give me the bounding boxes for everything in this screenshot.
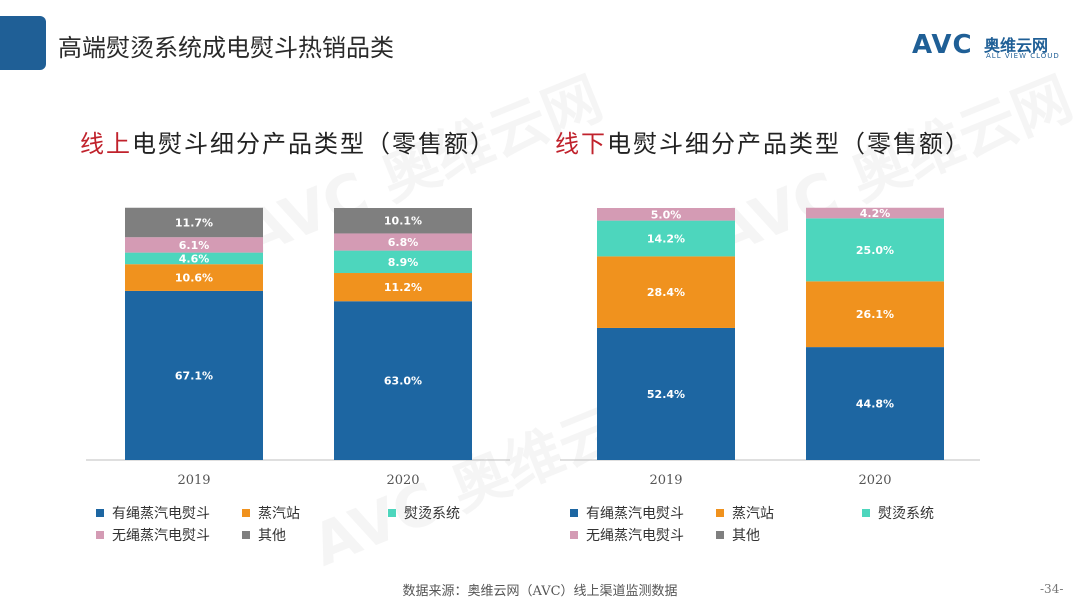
bar-segment-steam_station-2020 [806, 281, 944, 348]
bar-segment-cordless_steam-2019 [125, 237, 263, 253]
bar-segment-other-2020 [334, 208, 472, 234]
page-number: -34- [1040, 582, 1064, 596]
legend-item-steam_station: 蒸汽站 [242, 503, 300, 523]
data-label-other-2019: 11.7% [175, 216, 213, 229]
data-label-steam_station-2019: 10.6% [175, 272, 213, 285]
legend-label-corded_steam: 有绳蒸汽电熨斗 [112, 506, 210, 522]
legend-label-cordless_steam: 无绳蒸汽电熨斗 [586, 528, 684, 544]
data-label-cordless_steam-2020: 6.8% [388, 236, 419, 249]
legend-label-other: 其他 [258, 528, 286, 544]
bar-segment-corded_steam-2020 [334, 301, 472, 460]
legend-swatch-other [716, 531, 724, 539]
data-label-cordless_steam-2019: 6.1% [179, 239, 210, 252]
legend-label-ironing_system: 熨烫系统 [404, 506, 460, 522]
data-label-corded_steam-2019: 52.4% [647, 388, 685, 401]
bar-segment-steam_station-2019 [125, 264, 263, 291]
legend-item-ironing_system: 熨烫系统 [862, 503, 934, 523]
legend-swatch-corded_steam [570, 509, 578, 517]
legend-item-steam_station: 蒸汽站 [716, 503, 774, 523]
data-label-ironing_system-2020: 25.0% [856, 244, 894, 257]
bar-segment-corded_steam-2020 [806, 347, 944, 460]
bar-segment-corded_steam-2019 [125, 290, 263, 460]
online-chart-title: 线上电熨斗细分产品类型（零售额） [80, 130, 496, 158]
data-label-ironing_system-2019: 4.6% [179, 252, 210, 265]
offline-chart-title: 线下电熨斗细分产品类型（零售额） [555, 130, 971, 158]
legend-item-cordless_steam: 无绳蒸汽电熨斗 [570, 525, 684, 545]
x-tick-label-2019: 2019 [177, 473, 210, 488]
offline-legend: 有绳蒸汽电熨斗 蒸汽站 熨烫系统无绳蒸汽电熨斗 其他 [570, 503, 990, 545]
bar-segment-ironing_system-2019 [597, 220, 735, 257]
legend-swatch-cordless_steam [96, 531, 104, 539]
data-label-corded_steam-2019: 67.1% [175, 369, 213, 382]
logo-name-en: ALL VIEW CLOUD [986, 52, 1060, 60]
legend-swatch-steam_station [716, 509, 724, 517]
logo-name-cn: 奥维云网 [984, 36, 1049, 55]
legend-label-steam_station: 蒸汽站 [732, 506, 774, 522]
legend-label-cordless_steam: 无绳蒸汽电熨斗 [112, 528, 210, 544]
x-tick-label-2019: 2019 [649, 473, 682, 488]
bar-segment-other-2019 [125, 207, 263, 238]
legend-label-corded_steam: 有绳蒸汽电熨斗 [586, 506, 684, 522]
legend-swatch-ironing_system [388, 509, 396, 517]
bar-segment-ironing_system-2019 [125, 252, 263, 265]
legend-item-ironing_system: 熨烫系统 [388, 503, 460, 523]
legend-swatch-steam_station [242, 509, 250, 517]
logo-mark: AVC [912, 30, 973, 60]
legend-label-steam_station: 蒸汽站 [258, 506, 300, 522]
data-label-ironing_system-2019: 14.2% [647, 232, 685, 245]
data-label-steam_station-2019: 28.4% [647, 286, 685, 299]
bar-segment-ironing_system-2020 [806, 218, 944, 282]
legend-item-cordless_steam: 无绳蒸汽电熨斗 [96, 525, 210, 545]
legend-item-corded_steam: 有绳蒸汽电熨斗 [96, 503, 210, 523]
data-label-steam_station-2020: 26.1% [856, 308, 894, 321]
legend-swatch-other [242, 531, 250, 539]
bar-segment-steam_station-2019 [597, 256, 735, 328]
legend-label-other: 其他 [732, 528, 760, 544]
legend-item-other: 其他 [716, 525, 760, 545]
legend-swatch-corded_steam [96, 509, 104, 517]
page-title: 高端熨烫系统成电熨斗热销品类 [58, 34, 394, 62]
data-label-ironing_system-2020: 8.9% [388, 256, 419, 269]
x-tick-label-2020: 2020 [858, 473, 891, 488]
data-label-corded_steam-2020: 44.8% [856, 398, 894, 411]
legend-swatch-ironing_system [862, 509, 870, 517]
data-label-corded_steam-2020: 63.0% [384, 375, 422, 388]
legend-item-corded_steam: 有绳蒸汽电熨斗 [570, 503, 684, 523]
legend-label-ironing_system: 熨烫系统 [878, 506, 934, 522]
header-accent-bar [0, 16, 46, 70]
online-legend: 有绳蒸汽电熨斗 蒸汽站 熨烫系统无绳蒸汽电熨斗 其他 [96, 503, 516, 545]
legend-item-other: 其他 [242, 525, 286, 545]
bar-segment-cordless_steam-2020 [806, 207, 944, 219]
bar-segment-ironing_system-2020 [334, 250, 472, 274]
data-label-cordless_steam-2019: 5.0% [651, 208, 682, 221]
data-source-note: 数据来源：奥维云网（AVC）线上渠道监测数据 [402, 584, 678, 599]
bar-segment-steam_station-2020 [334, 273, 472, 302]
avc-logo: AVC 奥维云网 ALL VIEW CLOUD [912, 30, 1072, 70]
bar-segment-cordless_steam-2019 [597, 208, 735, 221]
bar-segment-cordless_steam-2020 [334, 233, 472, 251]
x-tick-label-2020: 2020 [386, 473, 419, 488]
data-label-other-2020: 10.1% [384, 215, 422, 228]
data-label-cordless_steam-2020: 4.2% [860, 207, 891, 220]
bar-segment-corded_steam-2019 [597, 327, 735, 460]
data-label-steam_station-2020: 11.2% [384, 281, 422, 294]
legend-swatch-cordless_steam [570, 531, 578, 539]
